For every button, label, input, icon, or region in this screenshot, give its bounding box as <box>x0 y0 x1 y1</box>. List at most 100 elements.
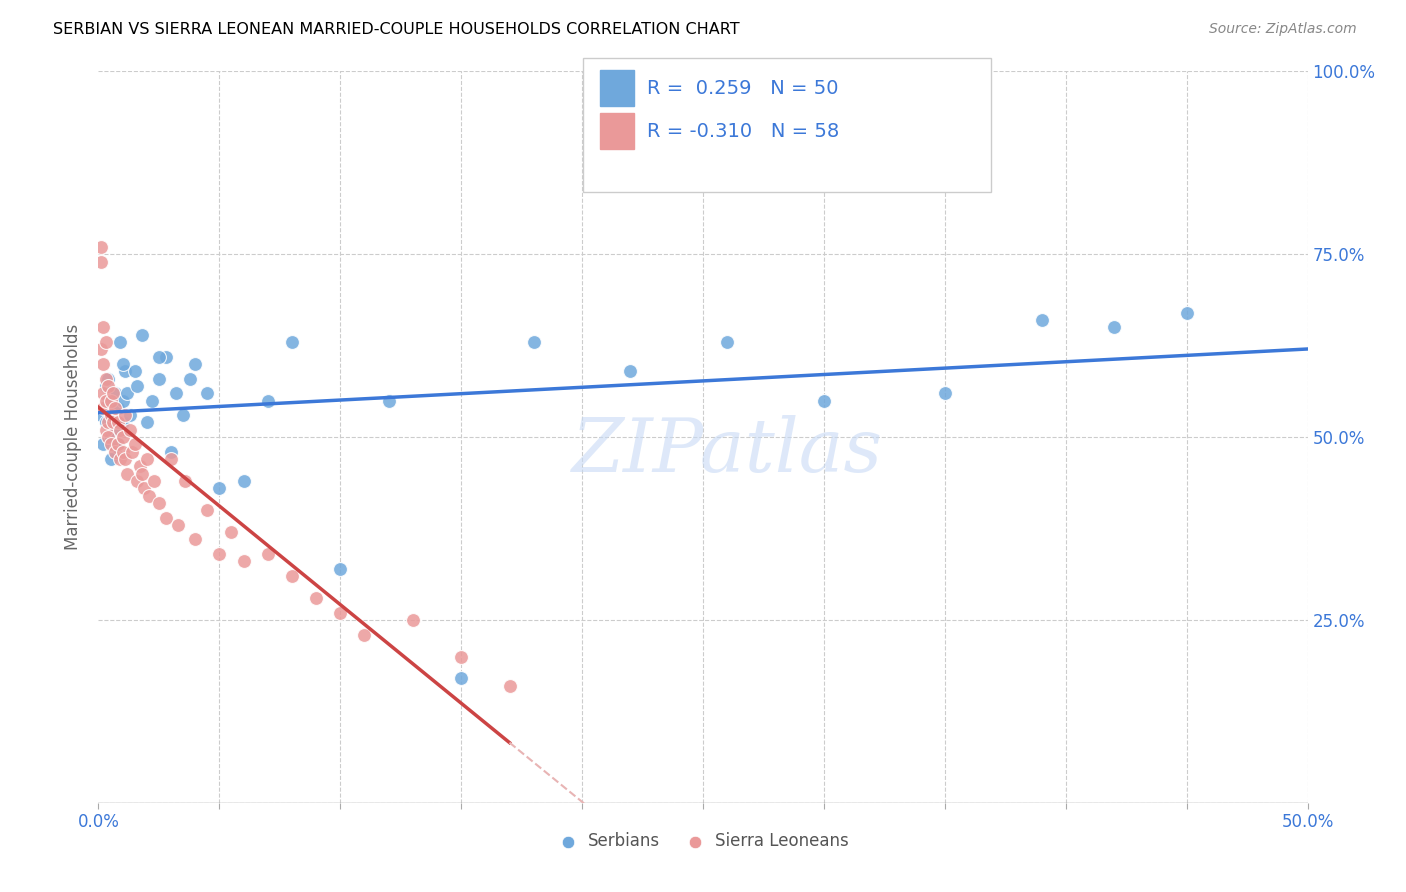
Point <box>104 444 127 458</box>
Point <box>101 423 124 437</box>
Point <box>498 679 520 693</box>
Point <box>523 334 546 349</box>
Point <box>174 474 197 488</box>
Point <box>208 481 231 495</box>
Y-axis label: Married-couple Households: Married-couple Households <box>63 324 82 550</box>
Point <box>179 371 201 385</box>
Point <box>101 386 124 401</box>
Point <box>716 334 738 349</box>
Point <box>90 254 112 268</box>
Point <box>329 562 352 576</box>
Point <box>94 416 117 430</box>
Point <box>135 452 157 467</box>
Point <box>104 444 127 458</box>
Point <box>232 474 254 488</box>
Point <box>450 672 472 686</box>
Point <box>134 481 156 495</box>
Point <box>97 379 120 393</box>
Point <box>91 357 114 371</box>
Point <box>221 525 243 540</box>
Point <box>91 386 114 401</box>
Point <box>97 430 120 444</box>
Point <box>256 393 278 408</box>
Point <box>148 350 170 364</box>
Point <box>934 386 956 401</box>
Point <box>135 416 157 430</box>
Text: Source: ZipAtlas.com: Source: ZipAtlas.com <box>1209 22 1357 37</box>
Point <box>94 379 117 393</box>
Point <box>184 357 207 371</box>
Point <box>141 393 163 408</box>
Point <box>94 334 117 349</box>
Point <box>94 371 117 385</box>
Point <box>111 357 134 371</box>
Point <box>619 364 641 378</box>
Point <box>143 474 166 488</box>
Point <box>148 496 170 510</box>
Point <box>90 240 112 254</box>
Point <box>1031 313 1053 327</box>
Point <box>377 393 399 408</box>
Point <box>402 613 425 627</box>
Point <box>128 459 150 474</box>
Point <box>329 606 352 620</box>
Point <box>1102 320 1125 334</box>
Point <box>100 430 122 444</box>
Point <box>100 408 122 422</box>
Point <box>148 371 170 385</box>
Point <box>107 416 129 430</box>
Text: SERBIAN VS SIERRA LEONEAN MARRIED-COUPLE HOUSEHOLDS CORRELATION CHART: SERBIAN VS SIERRA LEONEAN MARRIED-COUPLE… <box>53 22 740 37</box>
Point <box>195 386 218 401</box>
Text: R = -0.310   N = 58: R = -0.310 N = 58 <box>647 121 839 141</box>
Point <box>155 350 177 364</box>
Point <box>107 401 129 415</box>
Point <box>813 393 835 408</box>
Point <box>94 423 117 437</box>
Point <box>131 327 153 342</box>
Point <box>118 408 141 422</box>
Point <box>1175 306 1198 320</box>
Point <box>90 343 112 357</box>
Point <box>111 416 134 430</box>
Point <box>111 444 134 458</box>
Text: ZIPatlas: ZIPatlas <box>572 416 883 488</box>
Point <box>104 386 127 401</box>
Point <box>91 320 114 334</box>
Point <box>450 649 472 664</box>
Point <box>124 437 146 451</box>
Point <box>127 379 149 393</box>
Point <box>91 401 114 415</box>
Point <box>117 386 139 401</box>
Point <box>208 547 231 561</box>
Point <box>108 334 131 349</box>
Point <box>281 569 304 583</box>
Text: R =  0.259   N = 50: R = 0.259 N = 50 <box>647 78 838 98</box>
Point <box>114 408 136 422</box>
Point <box>232 554 254 568</box>
Point <box>107 437 129 451</box>
Point <box>108 423 131 437</box>
Point <box>100 452 122 467</box>
Point <box>100 393 122 408</box>
Point <box>90 408 112 422</box>
Point <box>138 489 160 503</box>
Point <box>94 393 117 408</box>
Point <box>117 467 139 481</box>
Point <box>114 364 136 378</box>
Point <box>281 334 304 349</box>
Point <box>353 627 375 641</box>
Point <box>167 517 190 532</box>
Point <box>107 437 129 451</box>
Point <box>124 364 146 378</box>
Point <box>111 393 134 408</box>
Point <box>195 503 218 517</box>
Point <box>100 408 122 422</box>
Legend: Serbians, Sierra Leoneans: Serbians, Sierra Leoneans <box>551 825 855 856</box>
Point <box>160 452 183 467</box>
Point <box>97 416 120 430</box>
Point <box>104 401 127 415</box>
Point <box>118 423 141 437</box>
Point <box>127 474 149 488</box>
Point <box>131 467 153 481</box>
Point <box>97 371 120 385</box>
